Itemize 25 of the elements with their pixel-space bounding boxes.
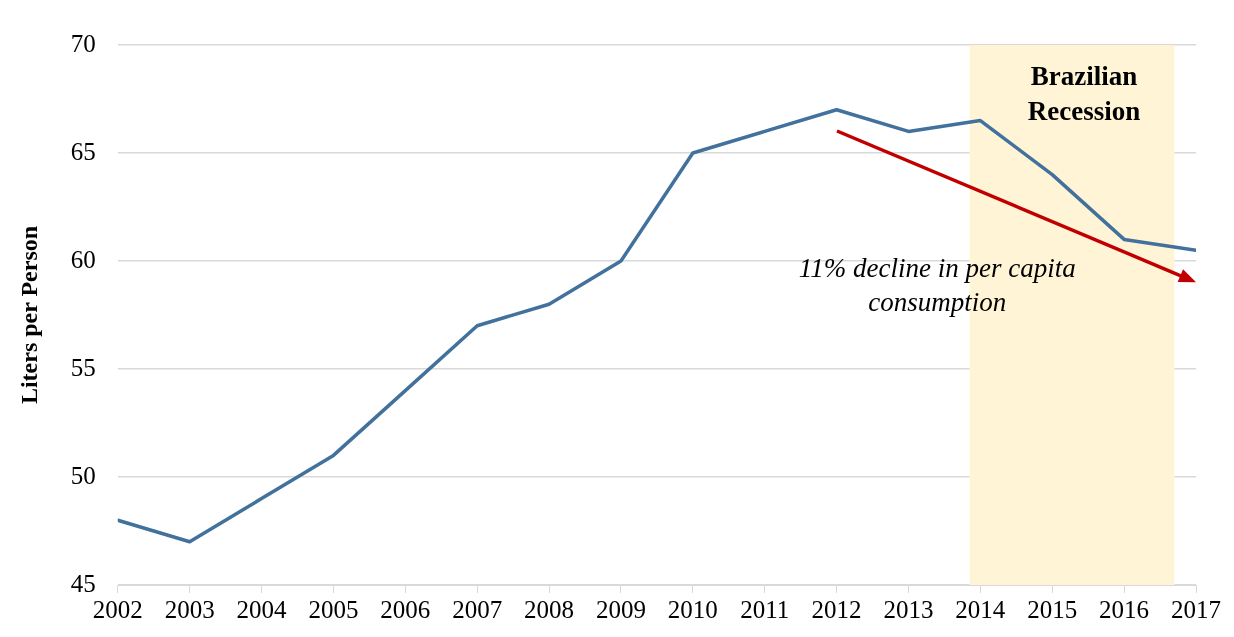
x-tick-label: 2012 [811, 595, 862, 623]
y-tick-label: 55 [70, 353, 96, 381]
y-tick-label: 70 [70, 29, 96, 57]
y-tick-label: 45 [70, 569, 96, 597]
y-tick-label: 50 [70, 461, 96, 489]
x-tick-label: 2013 [883, 595, 934, 623]
annotation: 11% decline in per capita consumption [798, 253, 1076, 318]
x-tick-label: 2003 [164, 595, 215, 623]
y-axis-title: Liters per Person [15, 225, 42, 405]
x-tick-label: 2014 [955, 595, 1006, 623]
band-label: Brazilian Recession [1027, 61, 1141, 127]
x-tick-label: 2011 [740, 595, 790, 623]
y-tick-label: 60 [70, 245, 96, 273]
x-tick-label: 2007 [452, 595, 503, 623]
x-tick-label: 2008 [524, 595, 575, 623]
x-tick-label: 2006 [380, 595, 431, 623]
x-tick-label: 2004 [236, 595, 288, 623]
x-tick-label: 2016 [1099, 595, 1150, 623]
x-tick-label: 2015 [1027, 595, 1078, 623]
x-tick-label: 2002 [92, 595, 143, 623]
y-tick-label: 65 [70, 137, 96, 165]
x-tick-label: 2009 [595, 595, 646, 623]
x-tick-label: 2017 [1171, 595, 1221, 623]
x-tick-label: 2005 [308, 595, 359, 623]
x-tick-label: 2010 [667, 595, 718, 623]
